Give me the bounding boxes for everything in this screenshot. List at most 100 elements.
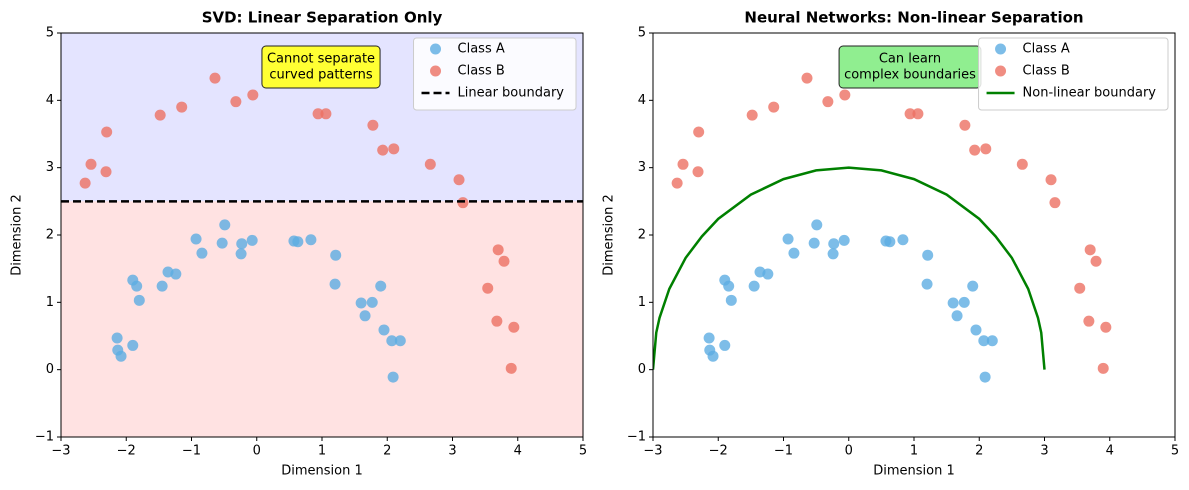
- y-tick-label: 4: [638, 93, 646, 108]
- point: [912, 108, 924, 120]
- legend-box: [978, 37, 1169, 111]
- point: [1083, 315, 1095, 327]
- point: [394, 335, 406, 347]
- point: [491, 315, 503, 327]
- legend-symbol: [430, 65, 442, 77]
- point: [1016, 158, 1028, 170]
- point: [693, 126, 705, 138]
- legend: Class A Class B Linear boundary: [413, 37, 577, 111]
- point: [986, 335, 998, 347]
- annotation-text: curved patterns: [269, 68, 373, 83]
- x-tick-label: −2: [709, 444, 728, 459]
- point: [922, 249, 934, 261]
- point: [156, 280, 168, 292]
- point: [1049, 197, 1061, 209]
- point: [897, 234, 909, 246]
- point: [154, 109, 166, 121]
- legend-symbol: [995, 43, 1007, 55]
- point: [1074, 282, 1086, 294]
- y-axis-label: Dimension 2: [602, 194, 617, 276]
- y-tick-label: 1: [46, 295, 54, 310]
- point: [951, 310, 963, 322]
- point: [904, 108, 916, 120]
- point: [959, 119, 971, 131]
- point: [330, 249, 342, 261]
- point: [505, 362, 517, 374]
- point: [190, 233, 202, 245]
- point: [115, 350, 127, 362]
- legend-label: Class B: [458, 64, 505, 79]
- point: [209, 72, 221, 84]
- point: [100, 166, 112, 178]
- point: [387, 371, 399, 383]
- point: [677, 158, 689, 170]
- point: [230, 96, 242, 108]
- point: [811, 219, 823, 231]
- annotation-text: Cannot separate: [267, 52, 375, 67]
- legend-symbol: [995, 65, 1007, 77]
- y-axis-label: Dimension 2: [10, 194, 25, 276]
- point: [768, 101, 780, 113]
- point: [967, 280, 979, 292]
- region-below: [61, 201, 583, 437]
- x-tick-label: −1: [182, 444, 201, 459]
- point: [1090, 255, 1102, 267]
- point: [827, 248, 839, 260]
- legend-label: Class A: [458, 42, 505, 57]
- point: [170, 268, 182, 280]
- point: [131, 280, 143, 292]
- point: [236, 238, 248, 250]
- y-tick-label: 2: [46, 228, 54, 243]
- point: [1084, 244, 1096, 256]
- point: [808, 237, 820, 249]
- point: [838, 234, 850, 246]
- point: [762, 268, 774, 280]
- point: [377, 144, 389, 156]
- point: [782, 233, 794, 245]
- x-tick-label: 4: [1106, 444, 1114, 459]
- y-tick-label: 4: [46, 93, 54, 108]
- point: [101, 126, 113, 138]
- point: [801, 72, 813, 84]
- point: [725, 294, 737, 306]
- subplot: −3 −2 −1 0 1 2 3 4 5 −1 0 1 2 3 4 5 SVD: Linear Separati…: [10, 9, 588, 479]
- point: [498, 255, 510, 267]
- point: [366, 296, 378, 308]
- legend-label: Non-linear boundary: [1023, 86, 1157, 101]
- point: [671, 177, 683, 189]
- point: [375, 280, 387, 292]
- x-axis-label: Dimension 1: [873, 464, 955, 479]
- point: [219, 219, 231, 231]
- point: [378, 324, 390, 336]
- point: [970, 324, 982, 336]
- point: [969, 144, 981, 156]
- annotation-box: [261, 45, 381, 89]
- point: [921, 278, 933, 290]
- y-tick-label: 0: [638, 362, 646, 377]
- x-tick-label: 1: [910, 444, 918, 459]
- y-tick-label: 3: [638, 160, 646, 175]
- legend: Class A Class B Non-linear boundary: [978, 37, 1169, 111]
- legend-label: Class B: [1023, 64, 1070, 79]
- point: [367, 119, 379, 131]
- point: [828, 238, 840, 250]
- point: [196, 247, 208, 259]
- point: [235, 248, 247, 260]
- legend-label: Linear boundary: [458, 86, 565, 101]
- y-tick-label: −1: [627, 430, 646, 445]
- point: [305, 234, 317, 246]
- point: [1045, 174, 1057, 186]
- x-tick-label: −2: [117, 444, 136, 459]
- axes-frame: [652, 32, 1176, 438]
- legend-label: Class A: [1023, 42, 1070, 57]
- point: [388, 143, 400, 155]
- annotation-text: complex boundaries: [844, 68, 976, 83]
- point: [312, 108, 324, 120]
- point: [978, 335, 990, 347]
- point: [111, 332, 123, 344]
- point: [746, 109, 758, 121]
- point: [424, 158, 436, 170]
- point: [788, 247, 800, 259]
- point: [453, 174, 465, 186]
- point: [822, 96, 834, 108]
